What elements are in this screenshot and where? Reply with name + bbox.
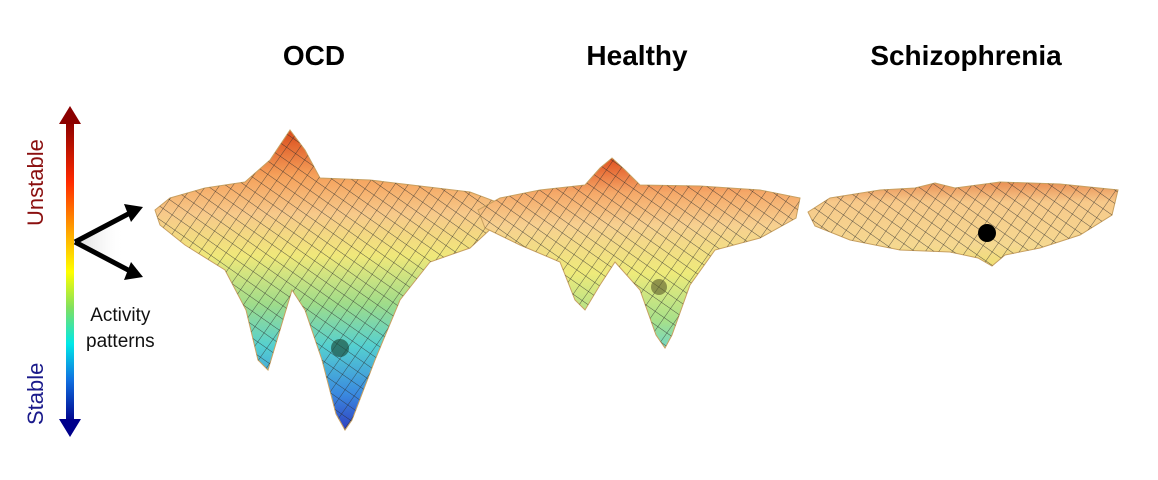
title-healthy: Healthy (586, 40, 688, 71)
activity-line1: Activity (90, 305, 151, 326)
healthy-activity-ball (651, 279, 667, 295)
schizophrenia-activity-ball (978, 224, 996, 242)
activity-line2: patterns (86, 331, 155, 352)
title-ocd: OCD (282, 40, 346, 71)
title-schizophrenia: Schizophrenia (870, 40, 1062, 71)
schizophrenia-landscape (807, 181, 1119, 267)
activity-arrows-icon (73, 204, 143, 280)
stability-colorbar (66, 122, 74, 422)
ocd-activity-ball (331, 339, 349, 357)
arrow-down-icon (59, 419, 81, 437)
activity-wedge (75, 212, 125, 272)
healthy-landscape (477, 157, 801, 349)
arrow-up-icon (59, 106, 81, 124)
ocd-landscape (154, 129, 503, 431)
activity-patterns-label: Activity patterns (86, 303, 155, 355)
